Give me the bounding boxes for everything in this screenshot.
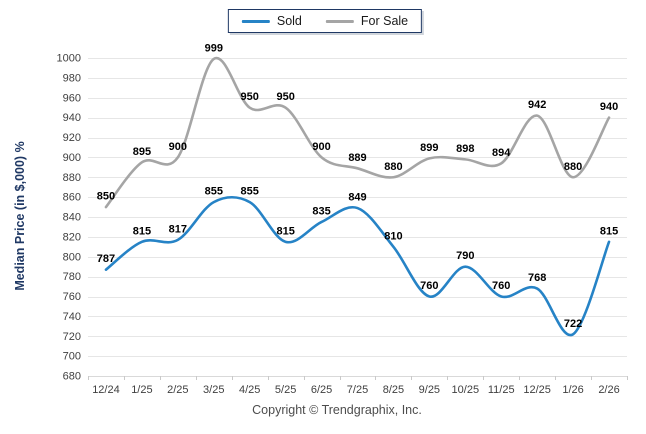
svg-text:1/26: 1/26: [562, 384, 583, 396]
svg-text:880: 880: [384, 161, 402, 173]
sold-line: [104, 195, 611, 337]
svg-text:880: 880: [63, 172, 81, 184]
svg-text:8/25: 8/25: [383, 384, 404, 396]
svg-text:768: 768: [528, 272, 546, 284]
svg-text:850: 850: [97, 191, 115, 203]
svg-text:980: 980: [63, 72, 81, 84]
svg-text:855: 855: [241, 186, 259, 198]
legend-item-for-sale: For Sale: [325, 14, 409, 28]
svg-text:800: 800: [63, 251, 81, 263]
svg-text:999: 999: [205, 42, 223, 54]
svg-text:740: 740: [63, 311, 81, 323]
legend-label-sold: Sold: [276, 14, 302, 28]
for-sale-line: [104, 56, 611, 209]
svg-text:680: 680: [63, 371, 81, 383]
svg-text:12/24: 12/24: [92, 384, 120, 396]
svg-text:900: 900: [312, 141, 330, 153]
svg-text:940: 940: [63, 112, 81, 124]
svg-text:817: 817: [169, 223, 187, 235]
svg-text:12/25: 12/25: [523, 384, 551, 396]
svg-text:920: 920: [63, 132, 81, 144]
svg-text:760: 760: [63, 291, 81, 303]
legend-label-for-sale: For Sale: [360, 14, 409, 28]
svg-text:5/25: 5/25: [275, 384, 296, 396]
svg-text:889: 889: [348, 152, 366, 164]
for-sale-line-swatch: [325, 19, 354, 23]
svg-text:900: 900: [63, 152, 81, 164]
svg-text:899: 899: [420, 142, 438, 154]
sold-line-swatch: [241, 19, 270, 23]
svg-text:722: 722: [564, 318, 582, 330]
svg-text:700: 700: [63, 351, 81, 363]
svg-text:780: 780: [63, 271, 81, 283]
x-axis-ticks: [88, 376, 628, 380]
svg-text:815: 815: [133, 225, 151, 237]
svg-text:760: 760: [420, 280, 438, 292]
svg-text:11/25: 11/25: [488, 384, 515, 396]
svg-text:2/25: 2/25: [167, 384, 188, 396]
x-axis-labels: 12/24 1/25 2/25 3/25 4/25 5/25 6/25 7/25 8/25 9/2…: [92, 384, 620, 396]
y-axis-labels: 680 700 720 740 760 780 800 820 840 860 880 900 920 9…: [57, 53, 81, 383]
svg-text:810: 810: [384, 230, 402, 242]
svg-text:855: 855: [205, 186, 223, 198]
svg-text:720: 720: [63, 331, 81, 343]
y-axis-title: Median Price (in $,000) %: [13, 141, 27, 291]
svg-text:860: 860: [63, 192, 81, 204]
svg-text:960: 960: [63, 92, 81, 104]
svg-text:880: 880: [564, 161, 582, 173]
svg-text:898: 898: [456, 143, 474, 155]
svg-text:894: 894: [492, 147, 511, 159]
svg-text:895: 895: [133, 146, 151, 158]
svg-text:900: 900: [169, 141, 187, 153]
svg-text:10/25: 10/25: [452, 384, 480, 396]
svg-text:849: 849: [348, 192, 366, 204]
svg-text:942: 942: [528, 99, 546, 111]
svg-text:950: 950: [276, 91, 294, 103]
legend: Sold For Sale: [227, 9, 423, 33]
svg-text:815: 815: [276, 225, 294, 237]
svg-text:9/25: 9/25: [419, 384, 440, 396]
svg-text:790: 790: [456, 250, 474, 262]
svg-text:760: 760: [492, 280, 510, 292]
svg-text:787: 787: [97, 253, 115, 265]
svg-text:3/25: 3/25: [203, 384, 224, 396]
svg-text:820: 820: [63, 231, 81, 243]
svg-text:815: 815: [600, 225, 618, 237]
svg-text:1000: 1000: [57, 53, 81, 65]
data-labels: 787 815 817 855 855 815 835 849 810 760 790 760 768 7…: [97, 42, 618, 329]
svg-text:2/26: 2/26: [598, 384, 619, 396]
svg-text:950: 950: [241, 91, 259, 103]
copyright-text: Copyright © Trendgraphix, Inc.: [252, 403, 422, 417]
svg-text:6/25: 6/25: [311, 384, 332, 396]
svg-text:1/25: 1/25: [131, 384, 152, 396]
svg-text:4/25: 4/25: [239, 384, 260, 396]
svg-text:835: 835: [312, 205, 330, 217]
svg-text:840: 840: [63, 212, 81, 224]
legend-item-sold: Sold: [241, 14, 302, 28]
svg-text:940: 940: [600, 101, 618, 113]
svg-text:7/25: 7/25: [347, 384, 368, 396]
